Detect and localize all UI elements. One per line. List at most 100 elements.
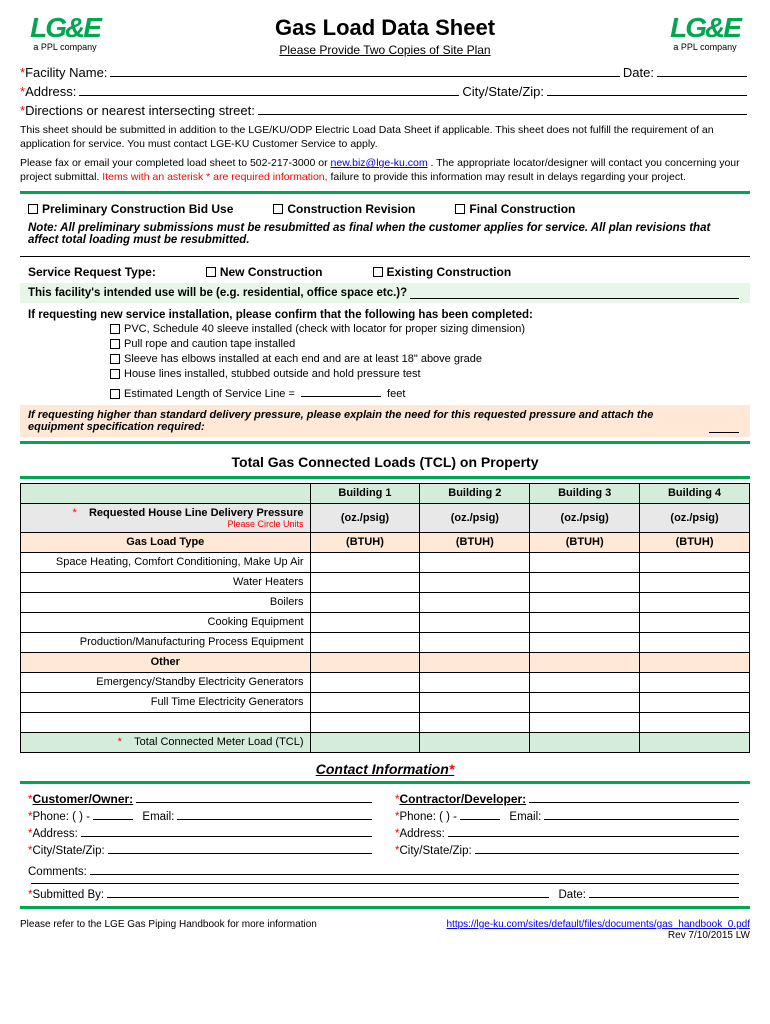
cell[interactable] bbox=[530, 692, 640, 712]
building-hdr: Building 4 bbox=[640, 483, 750, 503]
intended-input[interactable] bbox=[410, 287, 739, 299]
cell[interactable] bbox=[310, 712, 420, 732]
unit-cell: (BTUH) bbox=[420, 532, 530, 552]
contractor-input[interactable] bbox=[529, 802, 739, 803]
construction-type-row: Preliminary Construction Bid Use Constru… bbox=[20, 198, 750, 220]
pressure-input[interactable] bbox=[709, 409, 739, 433]
cell[interactable] bbox=[310, 732, 420, 752]
note-text: Note: All preliminary submissions must b… bbox=[20, 220, 750, 252]
unit-cell[interactable]: (oz./psig) bbox=[640, 503, 750, 532]
checkbox[interactable] bbox=[455, 204, 465, 214]
title-block: Gas Load Data Sheet Please Provide Two C… bbox=[110, 15, 660, 57]
cell[interactable] bbox=[530, 672, 640, 692]
email-label: Email: bbox=[509, 811, 541, 823]
checkbox[interactable] bbox=[110, 324, 120, 334]
checkbox[interactable] bbox=[110, 389, 120, 399]
cell[interactable] bbox=[640, 732, 750, 752]
checkbox[interactable] bbox=[110, 369, 120, 379]
unit-cell[interactable]: (oz./psig) bbox=[530, 503, 640, 532]
cell[interactable] bbox=[640, 672, 750, 692]
cell[interactable] bbox=[420, 672, 530, 692]
date-input[interactable] bbox=[589, 897, 739, 898]
csz-input[interactable] bbox=[475, 853, 739, 854]
date-input[interactable] bbox=[657, 76, 747, 77]
checkbox[interactable] bbox=[373, 267, 383, 277]
service-label: Service Request Type: bbox=[28, 265, 156, 279]
date-label: Date: bbox=[623, 65, 654, 80]
cell[interactable] bbox=[640, 552, 750, 572]
cell[interactable] bbox=[530, 612, 640, 632]
divider bbox=[20, 256, 750, 257]
unit-cell[interactable]: (oz./psig) bbox=[310, 503, 420, 532]
cell[interactable] bbox=[420, 612, 530, 632]
csz-input[interactable] bbox=[547, 95, 747, 96]
comments-input[interactable] bbox=[90, 874, 739, 875]
cell[interactable] bbox=[420, 552, 530, 572]
checkbox[interactable] bbox=[28, 204, 38, 214]
unit-cell[interactable]: (oz./psig) bbox=[420, 503, 530, 532]
checkbox[interactable] bbox=[110, 354, 120, 364]
cell[interactable] bbox=[530, 632, 640, 652]
email-input[interactable] bbox=[177, 819, 372, 820]
intro-req: Items with an asterisk * are required in… bbox=[102, 171, 327, 183]
cell[interactable] bbox=[640, 592, 750, 612]
cell[interactable] bbox=[530, 732, 640, 752]
cell[interactable] bbox=[530, 712, 640, 732]
logo-left: LG&E a PPL company bbox=[20, 15, 110, 52]
checkbox[interactable] bbox=[110, 339, 120, 349]
address-input[interactable] bbox=[448, 836, 739, 837]
cell[interactable] bbox=[310, 552, 420, 572]
facility-row: *Facility Name: Date: bbox=[20, 65, 750, 80]
footer-link[interactable]: https://lge-ku.com/sites/default/files/d… bbox=[446, 919, 750, 930]
address-input[interactable] bbox=[79, 95, 459, 96]
cell[interactable] bbox=[640, 692, 750, 712]
submitted-label: Submitted By: bbox=[32, 889, 104, 901]
pressure-note: If requesting higher than standard deliv… bbox=[20, 405, 750, 437]
tcl-title: Total Gas Connected Loads (TCL) on Prope… bbox=[20, 454, 750, 470]
cell[interactable] bbox=[310, 572, 420, 592]
facility-input[interactable] bbox=[110, 76, 620, 77]
cell[interactable] bbox=[530, 592, 640, 612]
email-link[interactable]: new.biz@lge-ku.com bbox=[331, 157, 428, 169]
est-input[interactable] bbox=[301, 396, 381, 397]
phone-input[interactable] bbox=[93, 819, 133, 820]
cell[interactable] bbox=[640, 632, 750, 652]
comments-input-2[interactable] bbox=[31, 883, 739, 884]
est-b: feet bbox=[384, 388, 405, 400]
cell[interactable] bbox=[420, 732, 530, 752]
cell[interactable] bbox=[420, 572, 530, 592]
cell[interactable] bbox=[310, 612, 420, 632]
cell[interactable] bbox=[420, 592, 530, 612]
cell[interactable] bbox=[310, 672, 420, 692]
cell[interactable] bbox=[640, 612, 750, 632]
cb-final: Final Construction bbox=[469, 202, 575, 216]
cell[interactable] bbox=[310, 692, 420, 712]
cb-prelim: Preliminary Construction Bid Use bbox=[42, 202, 233, 216]
directions-input[interactable] bbox=[258, 114, 747, 115]
address-label: Address: bbox=[399, 828, 444, 840]
cell[interactable] bbox=[530, 572, 640, 592]
submitted-input[interactable] bbox=[107, 897, 549, 898]
cell[interactable] bbox=[420, 692, 530, 712]
cell[interactable] bbox=[530, 652, 640, 672]
cell[interactable] bbox=[640, 712, 750, 732]
cell[interactable] bbox=[310, 592, 420, 612]
cell[interactable] bbox=[420, 632, 530, 652]
cell[interactable] bbox=[310, 632, 420, 652]
customer-input[interactable] bbox=[136, 802, 372, 803]
cell[interactable] bbox=[640, 652, 750, 672]
checkbox[interactable] bbox=[273, 204, 283, 214]
address-input[interactable] bbox=[81, 836, 372, 837]
cell[interactable] bbox=[420, 652, 530, 672]
phone-input[interactable] bbox=[460, 819, 500, 820]
email-input[interactable] bbox=[544, 819, 739, 820]
checkbox[interactable] bbox=[206, 267, 216, 277]
cell[interactable] bbox=[530, 552, 640, 572]
address-label: Address: bbox=[25, 84, 76, 99]
cell[interactable] bbox=[310, 652, 420, 672]
cell[interactable] bbox=[420, 712, 530, 732]
load-row: Water Heaters bbox=[21, 572, 311, 592]
csz-input[interactable] bbox=[108, 853, 372, 854]
contractor-hdr: Contractor/Developer: bbox=[399, 792, 526, 806]
cell[interactable] bbox=[640, 572, 750, 592]
